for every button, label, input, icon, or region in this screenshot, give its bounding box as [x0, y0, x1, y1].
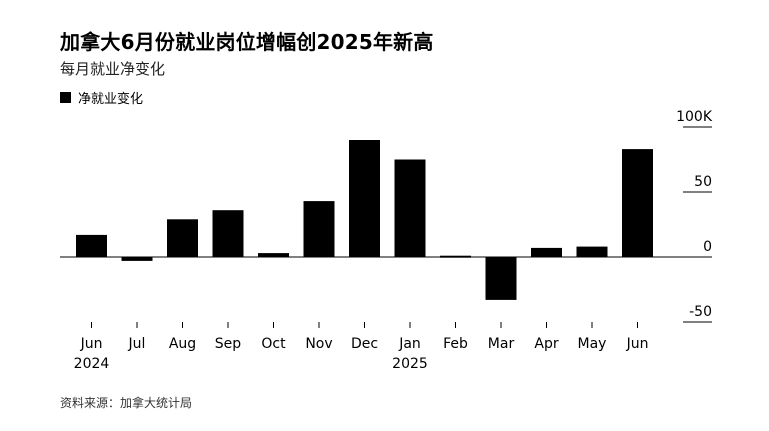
y-tick-label: 0 — [703, 239, 712, 255]
x-tick-label: May — [578, 336, 607, 352]
x-tick-label: Nov — [305, 336, 332, 352]
x-tick-label: Jul — [128, 336, 146, 352]
bar — [576, 246, 608, 257]
chart-title: 加拿大6月份就业岗位增幅创2025年新高 — [60, 30, 434, 54]
x-tick-label: Aug — [169, 336, 196, 352]
bar — [485, 257, 517, 300]
y-tick-label: 100K — [676, 109, 713, 125]
x-tick-label: Jun — [80, 336, 103, 352]
legend: 净就业变化 — [60, 88, 143, 107]
bar — [394, 159, 426, 257]
bar — [349, 140, 380, 257]
x-tick-label: Sep — [215, 336, 242, 352]
bar — [258, 253, 289, 257]
x-tick-label: Dec — [351, 336, 378, 352]
y-tick-label: 50 — [694, 174, 712, 190]
bar — [622, 149, 653, 257]
bar — [303, 201, 335, 257]
x-tick-label: Apr — [534, 336, 558, 352]
x-tick-label: Jan — [398, 336, 421, 352]
x-year-label: 2024 — [74, 356, 110, 372]
x-tick-label: Mar — [488, 336, 515, 352]
chart-subtitle: 每月就业净变化 — [60, 60, 166, 78]
x-tick-label: Oct — [261, 336, 286, 352]
bar — [121, 257, 153, 261]
y-tick-label: -50 — [689, 304, 712, 320]
bar — [531, 247, 562, 257]
source-note: 资料来源：加拿大统计局 — [60, 396, 193, 410]
x-tick-label: Feb — [443, 336, 468, 352]
x-year-label: 2025 — [392, 356, 428, 372]
bar — [212, 210, 244, 257]
bar — [76, 234, 107, 257]
legend-swatch — [60, 92, 71, 103]
bar — [167, 219, 198, 257]
legend-label: 净就业变化 — [78, 92, 144, 107]
x-tick-label: Jun — [626, 336, 649, 352]
